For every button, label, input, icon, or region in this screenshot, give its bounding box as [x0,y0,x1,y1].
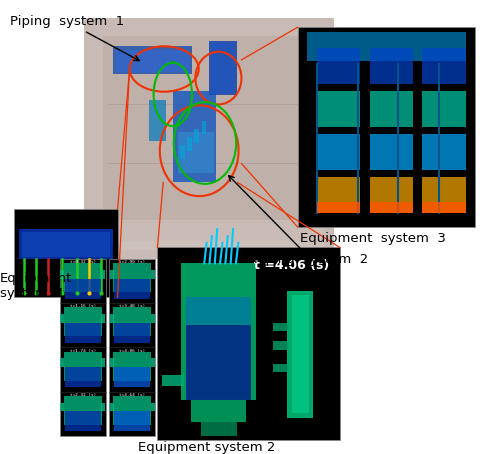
Bar [114,323,150,343]
Text: t=0.32 (s): t=0.32 (s) [70,260,96,264]
Text: t=2.32 (s): t=2.32 (s) [70,393,96,397]
Bar [273,341,288,350]
Bar [422,134,466,170]
Text: t=4.06 (s): t=4.06 (s) [119,349,145,353]
Bar [157,247,340,440]
Bar [422,202,466,213]
Bar [113,46,192,74]
Text: Equipment  system  3: Equipment system 3 [300,232,446,245]
Bar [110,403,114,411]
Bar [115,50,190,72]
Text: t=2.90 (s): t=2.90 (s) [119,260,145,264]
Text: Equipment system 2: Equipment system 2 [138,441,275,454]
Bar [110,270,114,279]
Bar [114,411,150,431]
Bar [149,100,166,141]
Bar [60,270,64,279]
Bar [22,232,110,257]
Bar [109,259,155,436]
Bar [178,132,214,173]
Bar [317,91,360,127]
Bar [186,325,251,400]
Text: Piping  system  2: Piping system 2 [228,176,369,266]
Bar [94,220,324,250]
Bar [101,358,105,367]
Bar [287,291,313,418]
Bar [273,323,288,331]
Bar [422,177,466,213]
Bar [173,91,216,182]
Bar [60,358,64,367]
Bar [317,202,360,213]
Bar [151,314,155,323]
Text: t=4.64 (s): t=4.64 (s) [119,393,145,397]
Bar [180,145,185,159]
Bar [317,177,360,213]
Bar [65,323,101,343]
Bar [64,352,102,380]
Bar [151,403,155,411]
Bar [60,403,64,411]
Bar [370,48,413,84]
Bar [187,137,192,151]
Bar [181,263,256,400]
Bar [14,209,118,297]
Text: t=1.16 (s): t=1.16 (s) [70,304,96,308]
Bar [64,263,102,292]
Bar [273,364,288,372]
Bar [65,411,101,431]
Bar [292,295,309,413]
Bar [19,229,113,259]
Bar [317,134,360,170]
Bar [113,307,151,336]
Bar [110,314,114,323]
Bar [298,27,475,227]
Bar [201,422,237,436]
Bar [101,270,105,279]
Bar [113,263,151,292]
Bar [422,91,466,127]
Text: t =4.06 (s): t =4.06 (s) [254,259,329,272]
Text: Piping  system  1: Piping system 1 [10,15,139,60]
Bar [370,91,413,127]
Bar [114,367,150,387]
Bar [64,396,102,425]
Bar [186,297,251,325]
Bar [151,270,155,279]
Bar [65,367,101,387]
Bar [60,259,106,436]
Bar [209,41,237,95]
Bar [114,279,150,299]
Bar [422,48,466,84]
Bar [65,279,101,299]
Text: Equipment
system  1: Equipment system 1 [0,272,72,301]
Bar [194,129,199,143]
Bar [370,177,413,213]
Bar [162,375,184,386]
Bar [64,307,102,336]
Text: t=3.48 (s): t=3.48 (s) [119,304,145,308]
Bar [101,314,105,323]
Bar [103,36,314,241]
Bar [317,48,360,84]
Bar [370,134,413,170]
Bar [370,202,413,213]
Text: t=1.74 (s): t=1.74 (s) [70,349,96,353]
Bar [110,358,114,367]
Bar [113,396,151,425]
Bar [60,314,64,323]
Bar [211,43,234,93]
Bar [191,397,246,422]
Bar [202,121,206,134]
Bar [307,32,466,61]
Bar [84,18,334,259]
Bar [151,358,155,367]
Bar [101,403,105,411]
Bar [113,352,151,380]
